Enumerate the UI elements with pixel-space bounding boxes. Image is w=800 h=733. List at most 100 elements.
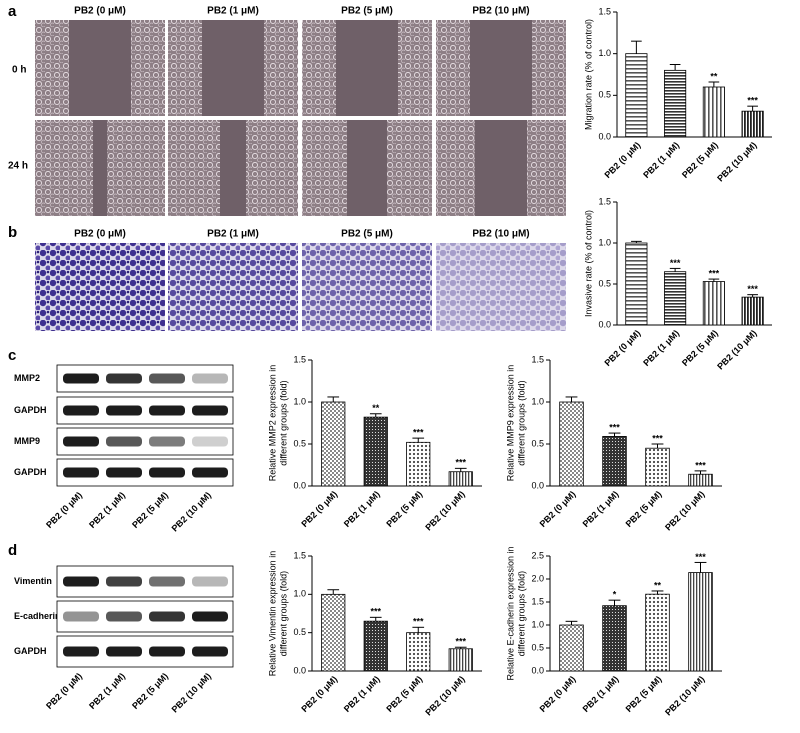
wound-gap — [475, 120, 527, 216]
y-axis-label: different groups (fold) — [516, 380, 526, 465]
y-tick-label: 0.5 — [531, 642, 544, 652]
y-axis-label: Relative Vimentin expression in — [267, 551, 277, 676]
bar — [602, 436, 627, 487]
blot-band — [63, 405, 99, 416]
y-tick-label: 0.0 — [293, 665, 306, 675]
x-tick-label: PB2 (5 μM) — [384, 674, 424, 714]
y-axis-label: Migration rate (% of control) — [583, 19, 593, 130]
y-tick-label: 0.0 — [531, 480, 544, 490]
blot-row-label: Vimentin — [14, 576, 52, 586]
y-tick-label: 0.5 — [293, 438, 306, 448]
lane-label: PB2 (10 μM) — [170, 671, 214, 715]
wound-gap — [470, 20, 532, 116]
significance-label: * — [613, 590, 617, 600]
x-tick-label: PB2 (1 μM) — [342, 489, 382, 529]
bar — [363, 620, 388, 672]
bar — [406, 441, 431, 487]
y-tick-label: 1.0 — [531, 619, 544, 629]
lane-label: PB2 (0 μM) — [44, 671, 84, 711]
x-tick-label: PB2 (0 μM) — [603, 140, 643, 180]
blot-band — [192, 405, 228, 416]
wound-gap — [69, 20, 131, 116]
panel-letter: c — [8, 347, 16, 364]
blot-band — [149, 646, 185, 657]
blot-band — [63, 436, 99, 447]
x-tick-label: PB2 (0 μM) — [538, 674, 578, 714]
image-column-label: PB2 (1 μM) — [207, 6, 259, 17]
blot-band — [192, 646, 228, 657]
bar — [406, 632, 431, 672]
image-column-label: PB2 (5 μM) — [341, 6, 393, 17]
wound-gap — [336, 20, 398, 116]
y-tick-label: 2.0 — [531, 573, 544, 583]
panel-letter: b — [8, 224, 17, 241]
bar — [688, 473, 713, 487]
bar — [363, 416, 388, 487]
y-tick-label: 0.5 — [293, 627, 306, 637]
image-column-label: PB2 (0 μM) — [74, 229, 126, 240]
blot-band — [63, 467, 99, 478]
panel-letter: a — [8, 3, 17, 20]
y-tick-label: 1.5 — [293, 354, 306, 364]
y-tick-label: 1.0 — [598, 237, 611, 247]
significance-label: *** — [455, 637, 466, 647]
lane-label: PB2 (0 μM) — [44, 490, 84, 530]
blot-row-label: E-cadherin — [14, 611, 61, 621]
x-tick-label: PB2 (10 μM) — [715, 328, 759, 372]
blot-band — [192, 467, 228, 478]
blot-band — [149, 611, 185, 622]
bar — [645, 593, 670, 672]
bar — [602, 605, 627, 672]
wound-gap — [202, 20, 264, 116]
blot-row-label: MMP2 — [14, 373, 40, 383]
image-column-label: PB2 (5 μM) — [341, 229, 393, 240]
wound-gap — [93, 120, 107, 216]
y-tick-label: 1.0 — [293, 589, 306, 599]
y-tick-label: 1.0 — [531, 396, 544, 406]
blot-band — [192, 373, 228, 384]
wound-gap — [220, 120, 246, 216]
stained-cells — [35, 243, 165, 331]
blot-band — [149, 467, 185, 478]
x-tick-label: PB2 (0 μM) — [603, 328, 643, 368]
blot-band — [192, 576, 228, 587]
blot-band — [149, 405, 185, 416]
image-column-label: PB2 (1 μM) — [207, 229, 259, 240]
stained-cells — [168, 243, 298, 331]
significance-label: *** — [413, 617, 424, 627]
y-axis-label: Relative MMP2 expression in — [267, 365, 277, 482]
significance-label: *** — [652, 433, 663, 443]
y-tick-label: 1.5 — [531, 596, 544, 606]
wound-gap — [347, 120, 387, 216]
x-tick-label: PB2 (1 μM) — [581, 489, 621, 529]
significance-label: *** — [695, 552, 706, 562]
y-tick-label: 1.5 — [598, 6, 611, 16]
bar — [702, 281, 725, 326]
significance-label: *** — [413, 427, 424, 437]
image-column-label: PB2 (0 μM) — [74, 6, 126, 17]
x-tick-label: PB2 (10 μM) — [423, 489, 467, 533]
row-label: 0 h — [12, 65, 26, 76]
x-tick-label: PB2 (5 μM) — [680, 328, 720, 368]
bar — [741, 110, 764, 138]
x-tick-label: PB2 (10 μM) — [663, 674, 707, 718]
image-column-label: PB2 (10 μM) — [472, 6, 529, 17]
x-tick-label: PB2 (0 μM) — [299, 674, 339, 714]
y-axis-label: Invasive rate (% of control) — [583, 210, 593, 317]
image-column-label: PB2 (10 μM) — [472, 229, 529, 240]
lane-label: PB2 (1 μM) — [87, 671, 127, 711]
blot-band — [63, 373, 99, 384]
bar — [688, 572, 713, 672]
blot-band — [106, 436, 142, 447]
blot-band — [106, 405, 142, 416]
y-tick-label: 1.0 — [598, 48, 611, 58]
y-tick-label: 0.0 — [598, 319, 611, 329]
bar — [559, 401, 584, 487]
x-tick-label: PB2 (0 μM) — [538, 489, 578, 529]
bar — [448, 648, 473, 672]
significance-label: *** — [747, 96, 758, 106]
y-axis-label: Relative MMP9 expression in — [505, 365, 515, 482]
y-tick-label: 0.0 — [598, 131, 611, 141]
significance-label: *** — [695, 460, 706, 470]
significance-label: *** — [370, 607, 381, 617]
